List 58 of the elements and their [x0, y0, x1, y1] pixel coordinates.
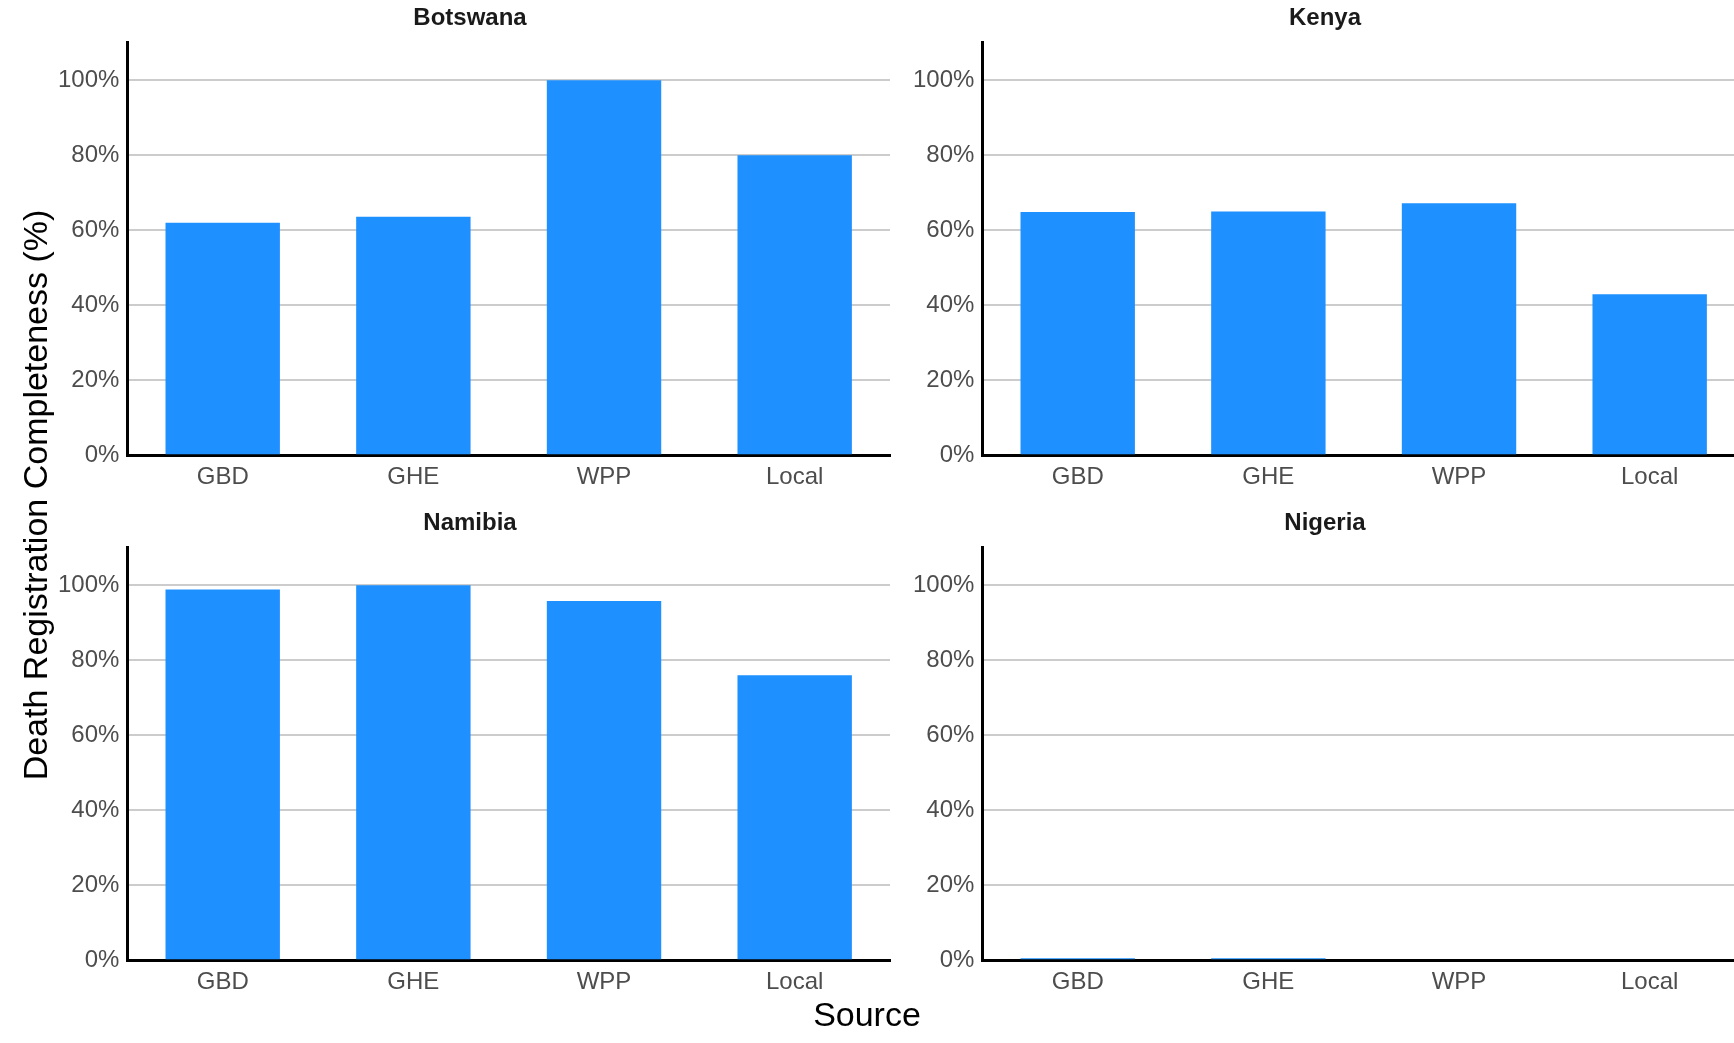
- y-tick-label: 100%: [57, 64, 120, 92]
- y-tick-label: 80%: [71, 644, 120, 672]
- chart-title: Namibia: [423, 508, 518, 536]
- y-tick-label: 100%: [912, 569, 975, 597]
- x-tick-label: WPP: [1431, 967, 1487, 995]
- x-tick-label: Local: [765, 967, 824, 995]
- y-tick-label: 100%: [57, 569, 120, 597]
- y-tick-label: 20%: [71, 364, 120, 392]
- y-tick-label: 0%: [939, 439, 975, 467]
- x-tick-label: WPP: [1431, 462, 1487, 490]
- bar: [356, 216, 471, 455]
- bar: [165, 222, 280, 455]
- y-tick-label: 40%: [71, 289, 120, 317]
- y-tick-label: 60%: [71, 719, 120, 747]
- x-tick-label: GBD: [196, 462, 249, 490]
- x-tick-label: GHE: [387, 462, 440, 490]
- bar: [1401, 203, 1517, 455]
- y-tick-label: 80%: [926, 644, 975, 672]
- y-tick-label: 20%: [926, 364, 975, 392]
- bar: [165, 589, 280, 960]
- y-tick-label: 40%: [926, 794, 975, 822]
- x-tick-label: Local: [1620, 967, 1679, 995]
- y-tick-label: 60%: [926, 719, 975, 747]
- bar: [546, 601, 662, 960]
- chart-title: Kenya: [1288, 3, 1362, 31]
- x-tick-label: GBD: [196, 967, 249, 995]
- x-tick-label: WPP: [576, 967, 632, 995]
- bar: [737, 675, 852, 960]
- x-tick-label: Local: [765, 462, 824, 490]
- bar: [546, 80, 662, 455]
- bar: [356, 585, 471, 960]
- bar: [1211, 211, 1326, 455]
- y-tick-label: 20%: [926, 869, 975, 897]
- bar: [737, 155, 852, 455]
- y-tick-label: 80%: [71, 139, 120, 167]
- chart-title: Nigeria: [1284, 508, 1367, 536]
- y-tick-label: 20%: [71, 869, 120, 897]
- y-tick-label: 40%: [71, 794, 120, 822]
- y-tick-label: 80%: [926, 139, 975, 167]
- y-tick-label: 0%: [84, 944, 120, 972]
- bar: [1592, 294, 1707, 455]
- x-tick-label: WPP: [576, 462, 632, 490]
- y-tick-label: 40%: [926, 289, 975, 317]
- y-tick-label: 0%: [84, 439, 120, 467]
- x-tick-label: GBD: [1051, 462, 1104, 490]
- y-tick-label: 60%: [71, 214, 120, 242]
- x-tick-label: GHE: [387, 967, 440, 995]
- x-tick-label: GBD: [1051, 967, 1104, 995]
- y-tick-label: 60%: [926, 214, 975, 242]
- chart-title: Botswana: [413, 3, 528, 31]
- bar: [1020, 211, 1135, 455]
- x-axis-title: Source: [812, 995, 922, 1034]
- y-tick-label: 0%: [939, 944, 975, 972]
- y-axis-title: Death Registration Completeness (%): [15, 209, 55, 781]
- x-tick-label: GHE: [1242, 967, 1295, 995]
- x-tick-label: Local: [1620, 462, 1679, 490]
- x-tick-label: GHE: [1242, 462, 1295, 490]
- y-tick-label: 100%: [912, 64, 975, 92]
